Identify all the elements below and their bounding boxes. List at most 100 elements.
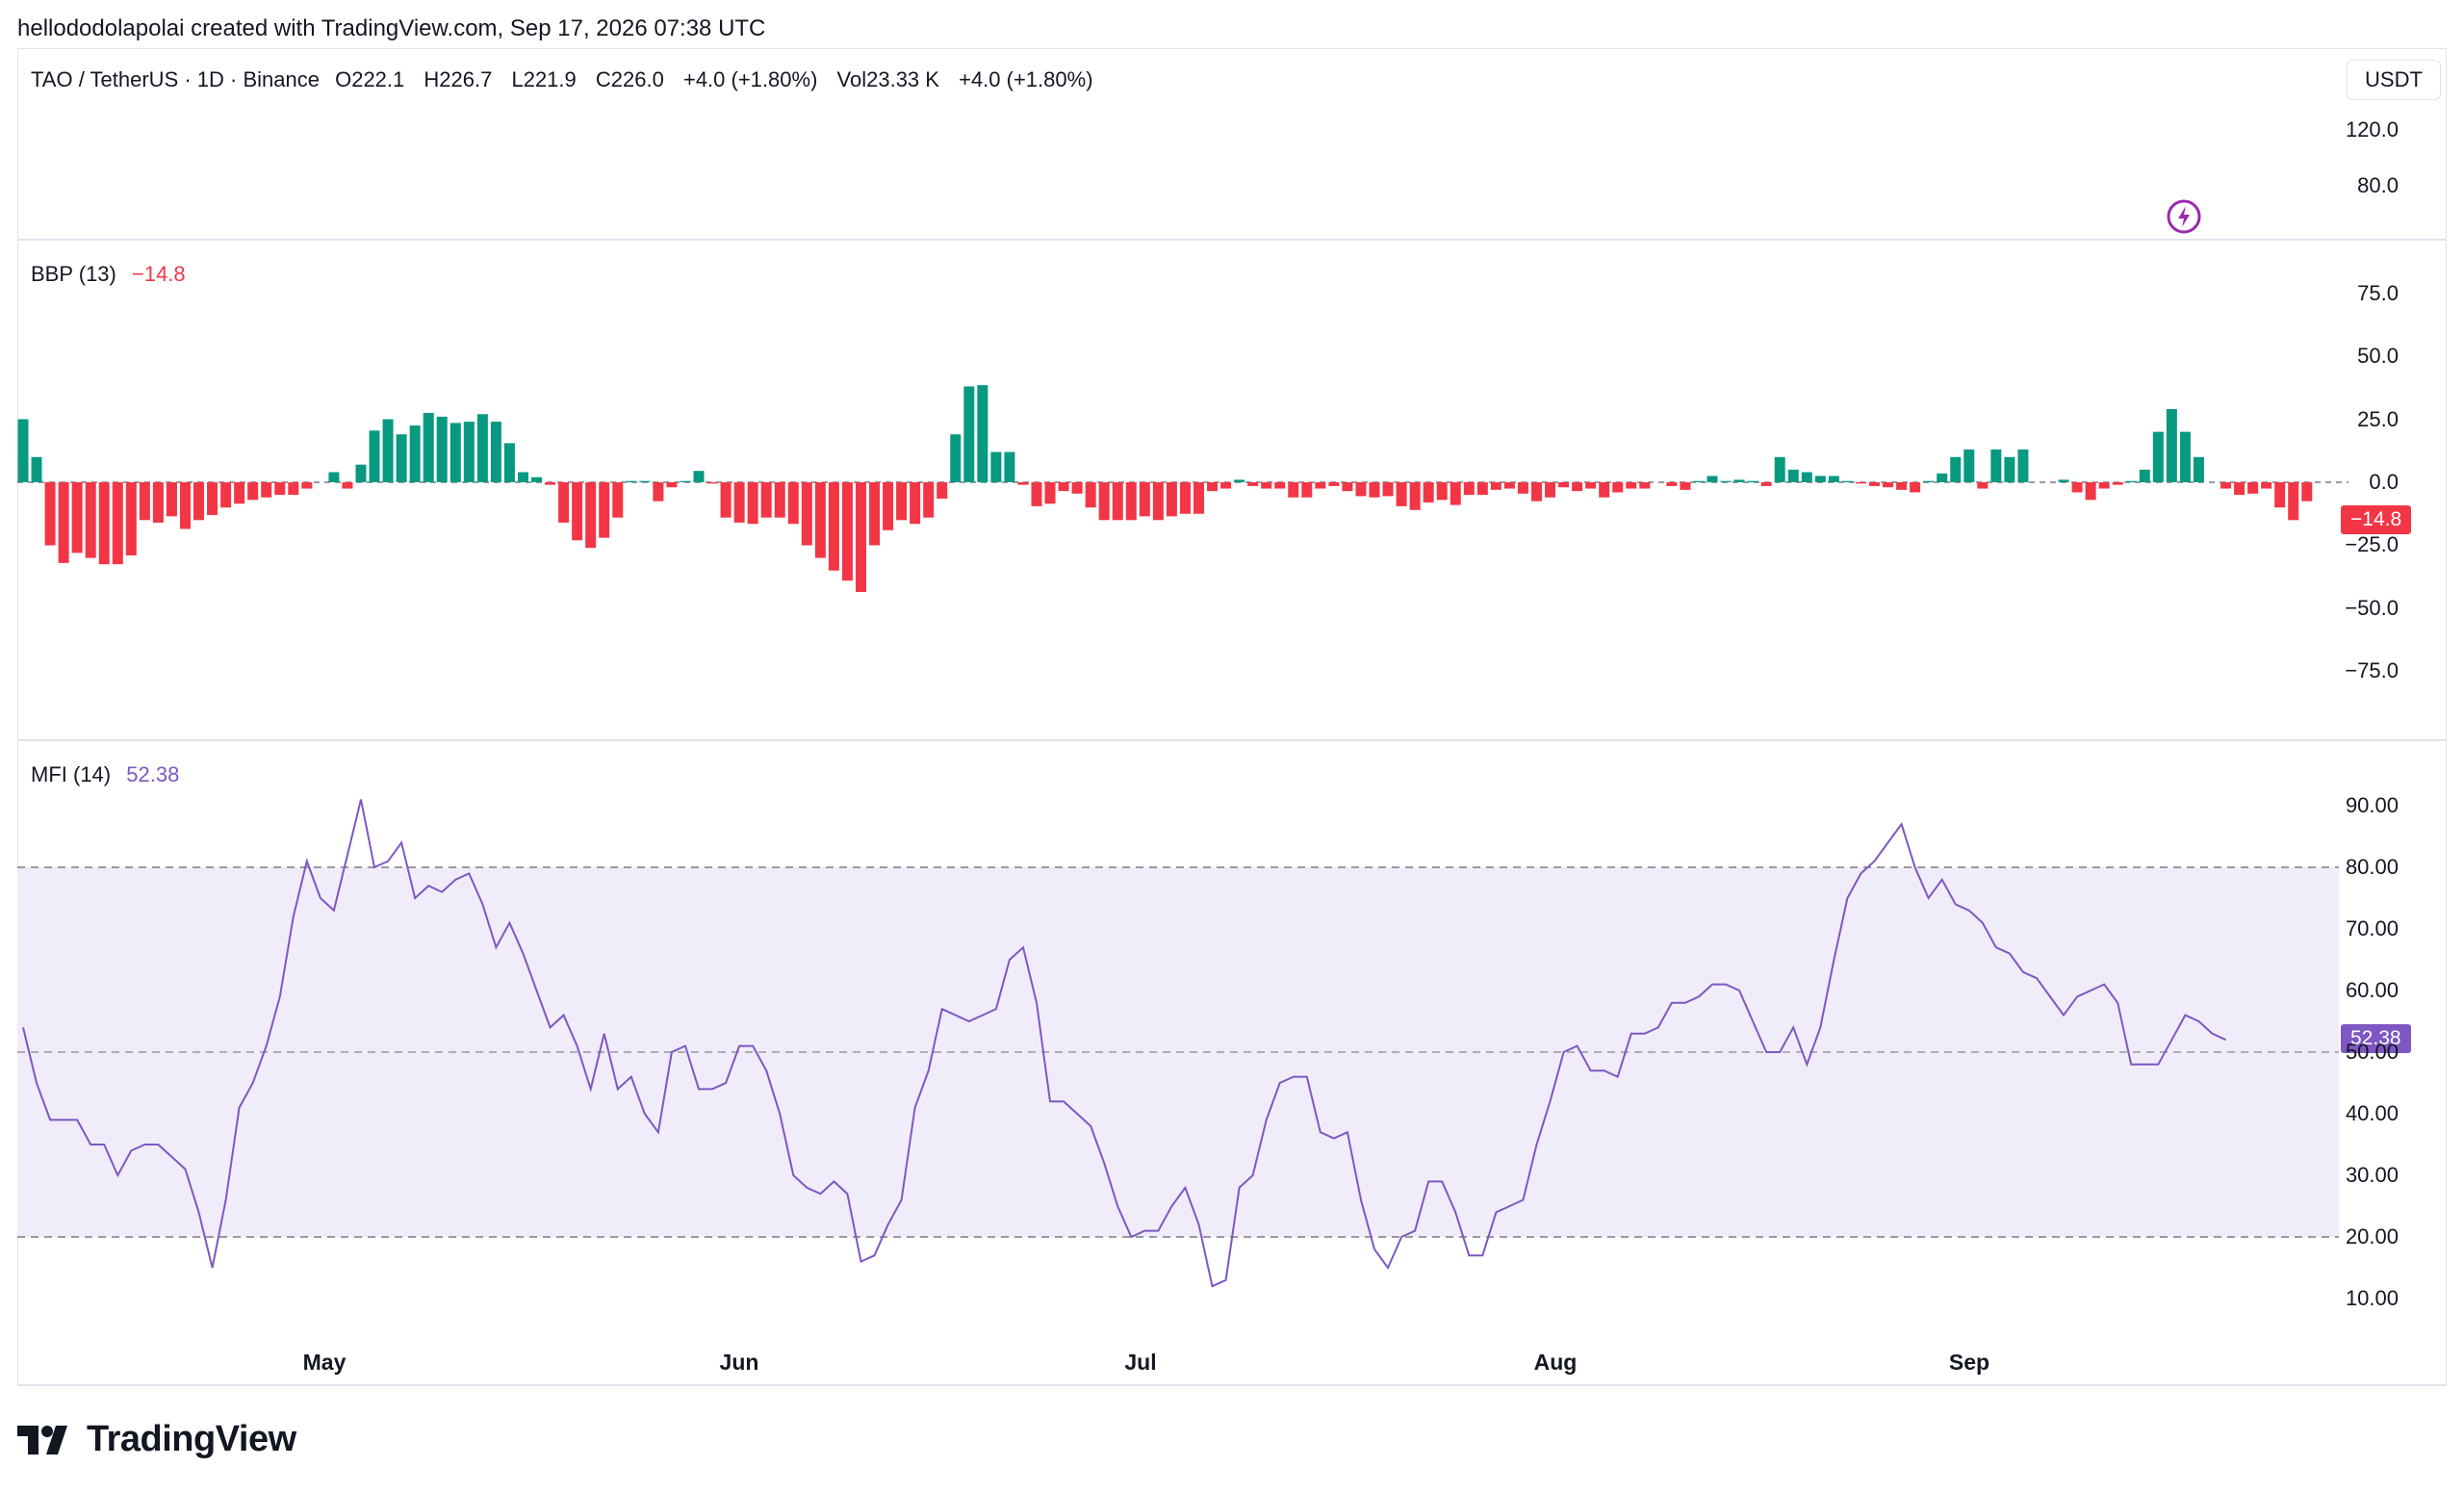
bbp-value: −14.8 — [131, 262, 186, 286]
bbp-bar — [1545, 482, 1556, 498]
month-label: Jun — [719, 1350, 759, 1375]
bbp-bar — [1423, 482, 1434, 502]
bbp-bar — [1342, 482, 1353, 492]
bbp-bar — [261, 482, 272, 498]
bbp-bar — [787, 482, 799, 525]
bbp-bar — [2247, 482, 2259, 494]
bbp-bar — [923, 482, 935, 518]
credit-line: hellododolapolai created with TradingVie… — [17, 15, 766, 41]
bbp-bar — [2234, 482, 2246, 496]
bbp-bar — [1261, 482, 1272, 489]
bbp-bar — [828, 482, 839, 571]
bbp-bar — [963, 386, 975, 482]
bbp-bar — [1868, 482, 1880, 486]
close-value: C226.0 — [595, 67, 664, 91]
bbp-bar — [2193, 456, 2204, 482]
bbp-bar — [1355, 482, 1367, 497]
bbp-bar — [1720, 480, 1732, 482]
bbp-bar — [760, 482, 772, 518]
bbp-last-value-badge: −14.8 — [2341, 505, 2412, 534]
bbp-bar — [17, 419, 29, 482]
bbp-bar — [2166, 409, 2177, 482]
mfi-axis-tick: 60.00 — [2345, 978, 2399, 1002]
bbp-bar — [1747, 480, 1758, 482]
symbol-label[interactable]: TAO / TetherUS · 1D · Binance — [31, 67, 320, 91]
bbp-bar — [139, 482, 150, 521]
bbp-bar — [1125, 482, 1137, 521]
bbp-bar — [883, 482, 894, 530]
bbp-bar — [653, 482, 664, 502]
bbp-bar — [1977, 482, 1989, 489]
bbp-bar — [1098, 482, 1110, 521]
bbp-bar — [1436, 482, 1448, 501]
bbp-bar — [1639, 482, 1651, 489]
bbp-bar — [2274, 482, 2286, 508]
bbp-bar — [585, 482, 597, 549]
lightning-icon[interactable] — [2166, 198, 2202, 235]
bbp-bar — [612, 482, 624, 518]
bbp-title[interactable]: BBP (13) — [31, 262, 116, 286]
bbp-bar — [2085, 482, 2096, 501]
bbp-bar — [288, 482, 299, 496]
bbp-bar — [680, 480, 691, 482]
bbp-bar — [1044, 482, 1056, 504]
bbp-bar — [382, 419, 394, 482]
tradingview-logo[interactable]: TradingView — [17, 1419, 296, 1460]
bbp-bar — [531, 476, 543, 482]
bbp-bar — [1247, 482, 1259, 486]
bbp-bar — [193, 482, 205, 521]
bbp-bar — [1207, 482, 1219, 492]
bbp-bar — [409, 425, 421, 482]
bbp-bar — [1274, 482, 1286, 489]
mfi-title[interactable]: MFI (14) — [31, 762, 112, 786]
bbp-bar — [2301, 482, 2313, 502]
bbp-bar — [1463, 482, 1475, 496]
bbp-bar — [328, 472, 340, 482]
bbp-bar — [937, 482, 948, 500]
bbp-bar — [774, 482, 785, 518]
mfi-value: 52.38 — [126, 762, 180, 786]
bbp-bar — [1937, 473, 1948, 482]
bbp-bar — [1896, 482, 1908, 490]
change-value: +4.0 (+1.80%) — [682, 67, 818, 91]
month-label: Jul — [1124, 1350, 1157, 1375]
bbp-bar — [1883, 482, 1894, 488]
bbp-bar — [1193, 482, 1204, 514]
mfi-legend: MFI (14) 52.38 — [31, 762, 192, 787]
bbp-bar — [1450, 482, 1461, 505]
bbp-bar — [1085, 482, 1096, 508]
bbp-bar — [1301, 482, 1313, 498]
bbp-bar — [1315, 482, 1326, 489]
bbp-bar — [2220, 482, 2232, 489]
price-axis-tick: 120.0 — [2345, 117, 2399, 142]
bbp-bar — [1774, 456, 1785, 482]
bbp-bar — [179, 482, 191, 529]
bbp-bar — [2112, 482, 2123, 485]
bbp-bar — [1855, 482, 1866, 484]
pane-separator-2[interactable] — [17, 739, 2447, 741]
bbp-bar — [990, 451, 1002, 482]
bbp-bar — [1288, 482, 1299, 498]
price-axis-tick: 80.0 — [2357, 173, 2399, 197]
mfi-axis-tick: 80.00 — [2345, 855, 2399, 879]
bbp-bar — [517, 472, 528, 482]
bbp-bar — [1139, 482, 1150, 517]
mfi-axis-tick: 50.00 — [2345, 1040, 2399, 1064]
price-legend: TAO / TetherUS · 1D · Binance O222.1 H22… — [31, 67, 1107, 92]
bbp-bar — [572, 482, 583, 541]
bbp-bar — [639, 480, 651, 482]
currency-button[interactable]: USDT — [2347, 60, 2441, 100]
bbp-bar — [1004, 451, 1015, 482]
bbp-bar — [423, 412, 434, 482]
bbp-bar — [1950, 456, 1962, 482]
bbp-bar — [166, 482, 177, 517]
pane-separator-1[interactable] — [17, 239, 2447, 241]
bbp-axis-tick: 50.0 — [2357, 344, 2399, 369]
mfi-axis-tick: 20.00 — [2345, 1224, 2399, 1248]
bbp-bar — [869, 482, 881, 546]
bbp-bar — [1503, 482, 1515, 489]
bbp-bar — [801, 482, 812, 546]
bbp-bar — [1680, 482, 1691, 490]
bbp-bar — [58, 482, 69, 563]
